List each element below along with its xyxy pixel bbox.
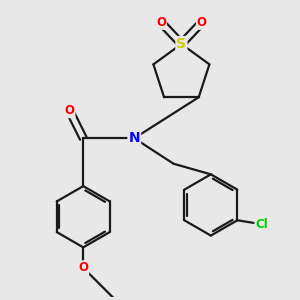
Text: O: O [197, 16, 207, 29]
Text: S: S [176, 37, 186, 51]
Text: Cl: Cl [255, 218, 268, 231]
Text: N: N [128, 131, 140, 145]
Text: O: O [64, 104, 74, 117]
Text: O: O [78, 261, 88, 274]
Text: O: O [156, 16, 166, 29]
